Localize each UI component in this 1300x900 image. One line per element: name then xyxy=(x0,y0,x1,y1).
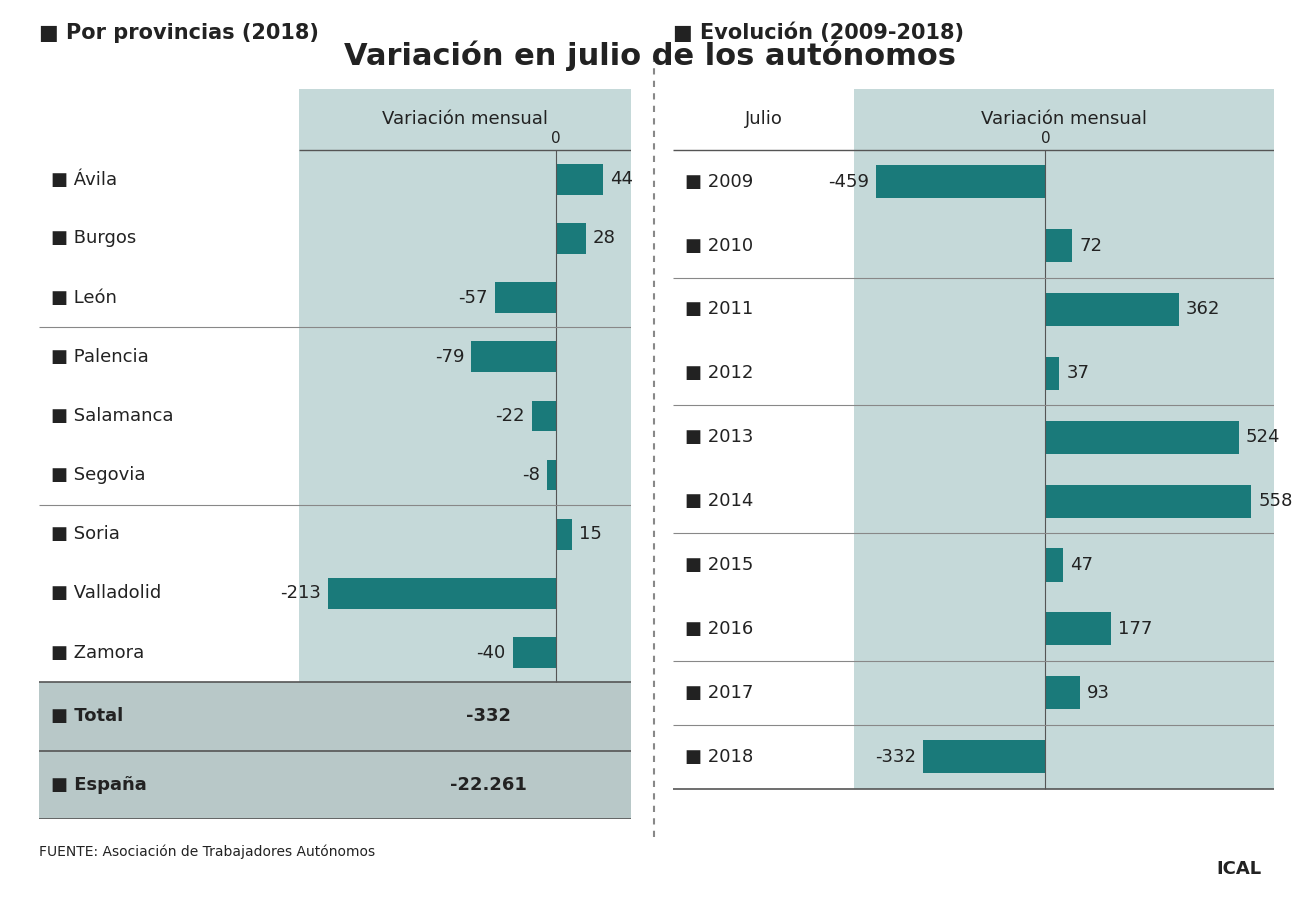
FancyBboxPatch shape xyxy=(328,578,555,608)
Text: -459: -459 xyxy=(828,173,868,191)
Text: ■ León: ■ León xyxy=(51,289,117,307)
Text: ■ Valladolid: ■ Valladolid xyxy=(51,584,161,602)
Text: -22: -22 xyxy=(495,407,525,425)
FancyBboxPatch shape xyxy=(876,165,1045,198)
Text: ■ 2018: ■ 2018 xyxy=(685,748,754,766)
Text: ■ Burgos: ■ Burgos xyxy=(51,230,136,248)
Text: Variación mensual: Variación mensual xyxy=(980,111,1147,129)
Text: -332: -332 xyxy=(465,707,511,725)
Text: ICAL: ICAL xyxy=(1216,860,1261,878)
Text: ■ 2016: ■ 2016 xyxy=(685,620,754,638)
FancyBboxPatch shape xyxy=(555,164,603,194)
Text: 44: 44 xyxy=(610,170,633,188)
Text: ■ Segovia: ■ Segovia xyxy=(51,466,146,484)
FancyBboxPatch shape xyxy=(854,89,1274,788)
FancyBboxPatch shape xyxy=(1045,676,1079,709)
Text: 47: 47 xyxy=(1070,556,1093,574)
Text: ■ 2014: ■ 2014 xyxy=(685,492,754,510)
FancyBboxPatch shape xyxy=(555,223,585,254)
Text: -22.261: -22.261 xyxy=(450,776,526,794)
FancyBboxPatch shape xyxy=(547,460,555,491)
FancyBboxPatch shape xyxy=(1045,612,1110,645)
Text: Variación mensual: Variación mensual xyxy=(382,111,547,129)
Text: FUENTE: Asociación de Trabajadores Autónomos: FUENTE: Asociación de Trabajadores Autón… xyxy=(39,844,376,859)
Text: -332: -332 xyxy=(875,748,915,766)
Text: ■ Por provincias (2018): ■ Por provincias (2018) xyxy=(39,23,318,43)
FancyBboxPatch shape xyxy=(1045,548,1062,581)
Text: ■ 2011: ■ 2011 xyxy=(685,301,754,319)
FancyBboxPatch shape xyxy=(495,283,555,313)
Text: 37: 37 xyxy=(1066,364,1089,382)
Text: 558: 558 xyxy=(1258,492,1292,510)
Text: Julio: Julio xyxy=(745,111,783,129)
Text: ■ Zamora: ■ Zamora xyxy=(51,644,144,662)
Text: ■ 2010: ■ 2010 xyxy=(685,237,754,255)
FancyBboxPatch shape xyxy=(1045,356,1060,390)
FancyBboxPatch shape xyxy=(39,682,630,751)
FancyBboxPatch shape xyxy=(1045,484,1251,518)
FancyBboxPatch shape xyxy=(472,341,555,373)
Text: ■ Ávila: ■ Ávila xyxy=(51,170,117,189)
Text: -8: -8 xyxy=(523,466,540,484)
FancyBboxPatch shape xyxy=(1045,292,1179,326)
FancyBboxPatch shape xyxy=(532,400,555,431)
Text: ■ 2009: ■ 2009 xyxy=(685,173,754,191)
Text: ■ Salamanca: ■ Salamanca xyxy=(51,407,173,425)
FancyBboxPatch shape xyxy=(299,89,630,819)
Text: ■ 2015: ■ 2015 xyxy=(685,556,754,574)
Text: 15: 15 xyxy=(578,526,602,544)
FancyBboxPatch shape xyxy=(555,519,572,550)
FancyBboxPatch shape xyxy=(923,740,1045,773)
Text: ■ 2017: ■ 2017 xyxy=(685,684,754,702)
Text: -40: -40 xyxy=(477,644,506,662)
FancyBboxPatch shape xyxy=(39,751,630,819)
FancyBboxPatch shape xyxy=(1045,420,1239,454)
FancyBboxPatch shape xyxy=(1045,229,1072,262)
Text: -213: -213 xyxy=(280,584,321,602)
Text: 28: 28 xyxy=(593,230,616,248)
Text: 0: 0 xyxy=(551,131,560,146)
Text: ■ 2012: ■ 2012 xyxy=(685,364,754,382)
Text: ■ España: ■ España xyxy=(51,776,147,794)
Text: ■ 2013: ■ 2013 xyxy=(685,428,754,446)
Text: ■ Evolución (2009-2018): ■ Evolución (2009-2018) xyxy=(673,22,965,43)
Text: 93: 93 xyxy=(1087,684,1110,702)
Text: Variación en julio de los autónomos: Variación en julio de los autónomos xyxy=(344,40,956,71)
Text: ■ Palencia: ■ Palencia xyxy=(51,347,148,365)
Text: -79: -79 xyxy=(434,347,464,365)
Text: ■ Soria: ■ Soria xyxy=(51,526,120,544)
Text: 177: 177 xyxy=(1118,620,1152,638)
Text: -57: -57 xyxy=(458,289,488,307)
Text: 0: 0 xyxy=(1040,131,1050,146)
Text: 524: 524 xyxy=(1245,428,1280,446)
Text: 362: 362 xyxy=(1186,301,1221,319)
Text: ■ Total: ■ Total xyxy=(51,707,124,725)
FancyBboxPatch shape xyxy=(514,637,555,668)
Text: 72: 72 xyxy=(1079,237,1102,255)
